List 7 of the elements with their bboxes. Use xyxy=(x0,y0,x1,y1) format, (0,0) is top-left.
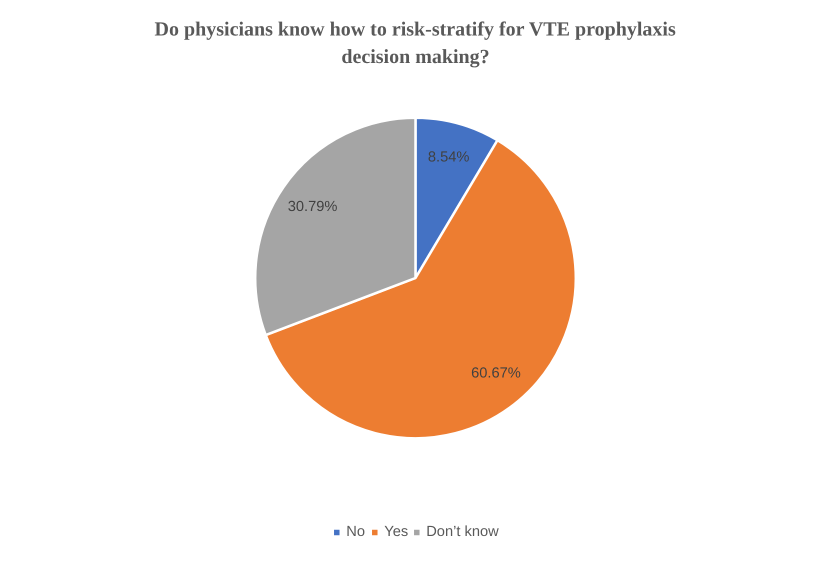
legend-label: No xyxy=(346,524,366,540)
data-label: 60.67% xyxy=(471,366,521,382)
legend-label: Don’t know xyxy=(426,524,499,540)
legend-label: Yes xyxy=(384,524,408,540)
data-label: 30.79% xyxy=(288,199,338,216)
chart-title: Do physicians know how to risk-stratify for VTE prophylaxis decision making? xyxy=(154,18,676,68)
data-label: 8.54% xyxy=(428,149,470,166)
